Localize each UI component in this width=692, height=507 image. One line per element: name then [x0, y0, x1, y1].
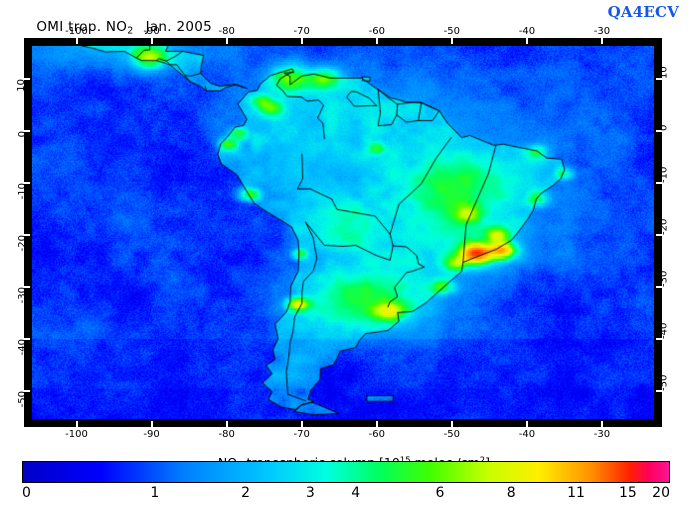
no2-heatmap-canvas: [26, 40, 660, 425]
colorbar-tick-label: 8: [506, 485, 516, 501]
lon-tick-label: -90: [143, 429, 160, 440]
title-species: OMI trop. NO: [36, 19, 128, 35]
colorbar[interactable]: [22, 461, 670, 483]
lat-tick-label: -20: [658, 218, 670, 236]
lon-tick-label: -40: [518, 429, 536, 440]
lat-tick-label: -40: [16, 338, 28, 356]
lon-tick-label: -70: [293, 429, 310, 440]
colorbar-tick-labels: 0 1 2 3 4 6 8 11 15 20: [22, 485, 670, 505]
lon-label-row-bottom: -100 -90 -80 -70 -60 -50 -40 -30: [24, 429, 662, 441]
title-subscript: 2: [127, 25, 134, 37]
lon-tick-label: -90: [143, 26, 160, 37]
colorbar-tick-label: 1: [150, 485, 160, 501]
lat-tick-label: -40: [658, 322, 670, 339]
lon-tick-label: -70: [293, 26, 310, 37]
lon-tick-label: -100: [65, 429, 88, 440]
lat-tick-label: -50: [658, 374, 670, 391]
lon-tick-label: -80: [218, 26, 235, 37]
lat-tick-label: -30: [16, 286, 28, 304]
lat-label-col-left: 10 0 -10 -20 -30 -40 -50: [0, 38, 28, 427]
lon-label-row-top: -100 -90 -80 -70 -60 -50 -40 -30: [24, 26, 662, 38]
colorbar-tick-label: 11: [567, 485, 585, 501]
lon-tick-label: -30: [593, 26, 611, 37]
lon-tick-label: -60: [368, 429, 385, 440]
colorbar-tick-label: 3: [305, 485, 315, 501]
colorbar-tick-label: 0: [22, 485, 31, 501]
lat-tick-label: -10: [16, 183, 28, 200]
lat-tick-label: -30: [658, 270, 670, 287]
page-title: OMI trop. NO2 Jan. 2005: [18, 3, 212, 53]
map-panel[interactable]: [24, 38, 662, 427]
lon-tick-label: -60: [368, 26, 385, 37]
lon-tick-label: -50: [443, 26, 460, 37]
lat-tick-label: 0: [658, 124, 670, 132]
lon-tick-label: -50: [443, 429, 460, 440]
lon-tick-label: -40: [518, 26, 536, 37]
lat-tick-label: 10: [16, 79, 28, 93]
colorbar-tick-label: 6: [435, 485, 445, 501]
lat-tick-label: -20: [16, 235, 28, 252]
colorbar-tick-label: 20: [652, 485, 670, 501]
colorbar-tick-label: 2: [241, 485, 251, 501]
lat-tick-label: -10: [658, 166, 670, 184]
colorbar-tick-label: 15: [618, 485, 637, 501]
colorbar-tick-label: 4: [351, 485, 361, 501]
lat-tick-label: 0: [16, 131, 28, 138]
colorbar-gradient: [23, 462, 669, 482]
lat-tick-label: -50: [16, 390, 28, 408]
lon-tick-label: -100: [65, 26, 88, 37]
title-date: Jan. 2005: [145, 19, 213, 35]
qa4ecv-logo: QA4ECV: [607, 3, 679, 21]
lat-label-col-right: 10 0 -10 -20 -30 -40 -50: [659, 38, 690, 427]
lon-tick-label: -30: [593, 429, 611, 440]
lon-tick-label: -80: [218, 429, 235, 440]
lat-tick-label: 10: [658, 66, 670, 80]
